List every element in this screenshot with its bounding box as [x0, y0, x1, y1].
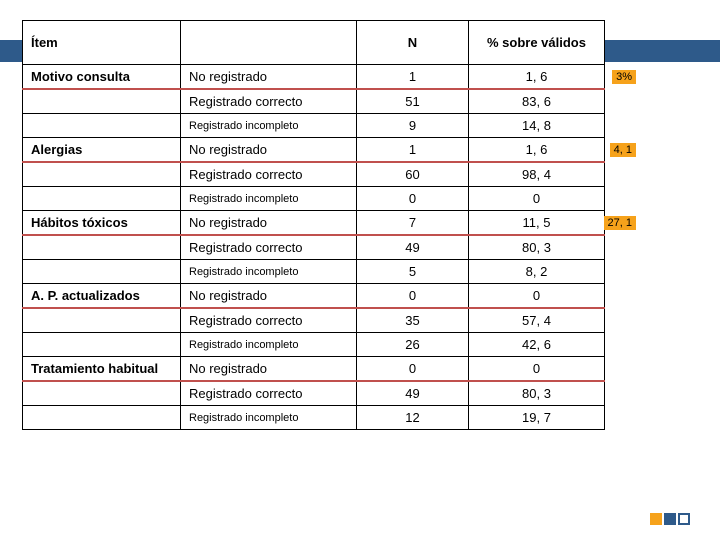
- n-cell: 12: [357, 406, 469, 430]
- table-row: Registrado incompleto914, 8: [23, 114, 605, 138]
- data-table: Ítem N % sobre válidos Motivo consultaNo…: [22, 20, 605, 430]
- decor-squares: [648, 512, 690, 530]
- item-cell-empty: [23, 333, 181, 357]
- col-header-blank: [181, 21, 357, 65]
- table-row: Registrado correcto5183, 6: [23, 89, 605, 114]
- item-cell: A. P. actualizados: [23, 284, 181, 309]
- status-cell: Registrado incompleto: [181, 260, 357, 284]
- annotation-tag: 27, 1: [604, 216, 636, 230]
- pct-cell: 0: [469, 357, 605, 382]
- table-row: Registrado incompleto00: [23, 187, 605, 211]
- table-row: A. P. actualizadosNo registrado00: [23, 284, 605, 309]
- table-row: Tratamiento habitualNo registrado00: [23, 357, 605, 382]
- status-cell: No registrado: [181, 65, 357, 90]
- table-body: Motivo consultaNo registrado11, 63%Regis…: [23, 65, 605, 430]
- table-row: Motivo consultaNo registrado11, 63%: [23, 65, 605, 90]
- pct-cell: 42, 6: [469, 333, 605, 357]
- n-cell: 49: [357, 381, 469, 406]
- item-cell-empty: [23, 308, 181, 333]
- item-cell-empty: [23, 187, 181, 211]
- n-cell: 0: [357, 357, 469, 382]
- item-cell-empty: [23, 381, 181, 406]
- pct-cell: 80, 3: [469, 235, 605, 260]
- decor-square-blue: [664, 513, 676, 525]
- data-table-wrap: Ítem N % sobre válidos Motivo consultaNo…: [22, 20, 604, 430]
- status-cell: Registrado incompleto: [181, 406, 357, 430]
- table-row: Registrado incompleto2642, 6: [23, 333, 605, 357]
- n-cell: 49: [357, 235, 469, 260]
- table-row: Registrado incompleto1219, 7: [23, 406, 605, 430]
- n-cell: 1: [357, 65, 469, 90]
- status-cell: Registrado correcto: [181, 162, 357, 187]
- status-cell: No registrado: [181, 357, 357, 382]
- n-cell: 7: [357, 211, 469, 236]
- table-row: Registrado correcto3557, 4: [23, 308, 605, 333]
- item-cell-empty: [23, 162, 181, 187]
- status-cell: Registrado correcto: [181, 308, 357, 333]
- n-cell: 9: [357, 114, 469, 138]
- status-cell: No registrado: [181, 138, 357, 163]
- table-row: AlergiasNo registrado11, 64, 1: [23, 138, 605, 163]
- item-cell-empty: [23, 114, 181, 138]
- table-header-row: Ítem N % sobre válidos: [23, 21, 605, 65]
- pct-cell: 0: [469, 187, 605, 211]
- n-cell: 1: [357, 138, 469, 163]
- status-cell: Registrado incompleto: [181, 187, 357, 211]
- pct-cell: 80, 3: [469, 381, 605, 406]
- pct-cell: 98, 4: [469, 162, 605, 187]
- col-header-item: Ítem: [23, 21, 181, 65]
- item-cell: Alergias: [23, 138, 181, 163]
- status-cell: Registrado correcto: [181, 381, 357, 406]
- decor-square-outline: [678, 513, 690, 525]
- n-cell: 5: [357, 260, 469, 284]
- decor-square-orange: [650, 513, 662, 525]
- status-cell: No registrado: [181, 284, 357, 309]
- item-cell-empty: [23, 260, 181, 284]
- status-cell: Registrado correcto: [181, 235, 357, 260]
- n-cell: 26: [357, 333, 469, 357]
- table-row: Hábitos tóxicosNo registrado711, 527, 1: [23, 211, 605, 236]
- annotation-tag: 4, 1: [610, 143, 636, 157]
- n-cell: 35: [357, 308, 469, 333]
- pct-cell: 57, 4: [469, 308, 605, 333]
- n-cell: 0: [357, 187, 469, 211]
- status-cell: Registrado incompleto: [181, 333, 357, 357]
- table-row: Registrado correcto4980, 3: [23, 235, 605, 260]
- pct-cell: 19, 7: [469, 406, 605, 430]
- pct-cell: 83, 6: [469, 89, 605, 114]
- col-header-pct: % sobre válidos: [469, 21, 605, 65]
- item-cell: Motivo consulta: [23, 65, 181, 90]
- pct-cell: 8, 2: [469, 260, 605, 284]
- item-cell-empty: [23, 235, 181, 260]
- item-cell-empty: [23, 89, 181, 114]
- item-cell-empty: [23, 406, 181, 430]
- col-header-n: N: [357, 21, 469, 65]
- pct-cell: 1, 64, 1: [469, 138, 605, 163]
- annotation-tag: 3%: [612, 70, 636, 84]
- table-row: Registrado correcto6098, 4: [23, 162, 605, 187]
- status-cell: Registrado correcto: [181, 89, 357, 114]
- n-cell: 60: [357, 162, 469, 187]
- pct-cell: 1, 63%: [469, 65, 605, 90]
- n-cell: 0: [357, 284, 469, 309]
- status-cell: No registrado: [181, 211, 357, 236]
- pct-cell: 14, 8: [469, 114, 605, 138]
- n-cell: 51: [357, 89, 469, 114]
- item-cell: Tratamiento habitual: [23, 357, 181, 382]
- pct-cell: 11, 527, 1: [469, 211, 605, 236]
- pct-cell: 0: [469, 284, 605, 309]
- table-row: Registrado correcto4980, 3: [23, 381, 605, 406]
- table-row: Registrado incompleto58, 2: [23, 260, 605, 284]
- status-cell: Registrado incompleto: [181, 114, 357, 138]
- item-cell: Hábitos tóxicos: [23, 211, 181, 236]
